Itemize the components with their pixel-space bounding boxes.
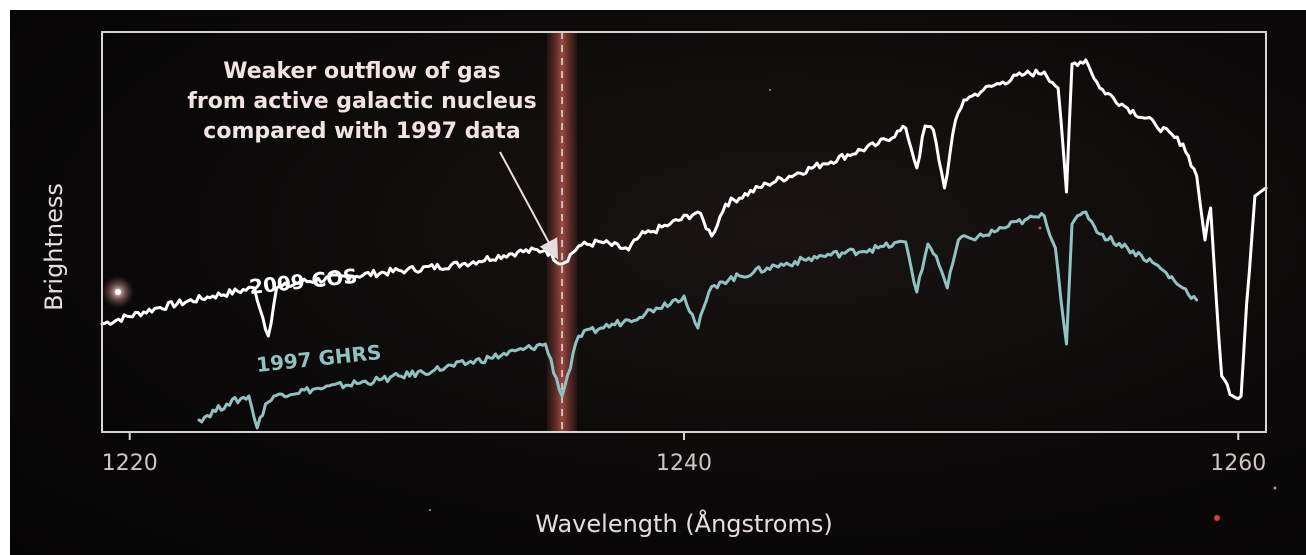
annotation-line-3: compared with 1997 data [203, 119, 520, 144]
x-tick-label-1260: 1260 [1210, 451, 1266, 476]
x-axis-title: Wavelength (Ångstroms) [535, 509, 832, 538]
chart-panel: 1220 1240 1260 Wavelength (Ångstroms) Brig… [10, 10, 1306, 555]
annotation-line-1: Weaker outflow of gas [223, 59, 500, 84]
spectrum-chart: 1220 1240 1260 Wavelength (Ångstroms) Brig… [40, 31, 1277, 538]
series-layer [100, 58, 1268, 430]
background-stars [102, 89, 1277, 521]
x-tick-label-1240: 1240 [656, 451, 712, 476]
series-label-2009-cos: 2009 COS [248, 264, 359, 299]
x-axis: 1220 1240 1260 [102, 432, 1266, 476]
y-axis-title: Brightness [40, 183, 68, 311]
series-label-1997-ghrs: 1997 GHRS [255, 340, 382, 377]
series-line-2009-cos [100, 58, 1268, 401]
annotation-line-2: from active galactic nucleus [187, 89, 536, 114]
annotation-arrow [499, 151, 558, 260]
series-line-1997-ghrs [197, 210, 1199, 430]
x-tick-label-1220: 1220 [102, 451, 158, 476]
annotation: Weaker outflow of gas from active galact… [187, 59, 558, 260]
